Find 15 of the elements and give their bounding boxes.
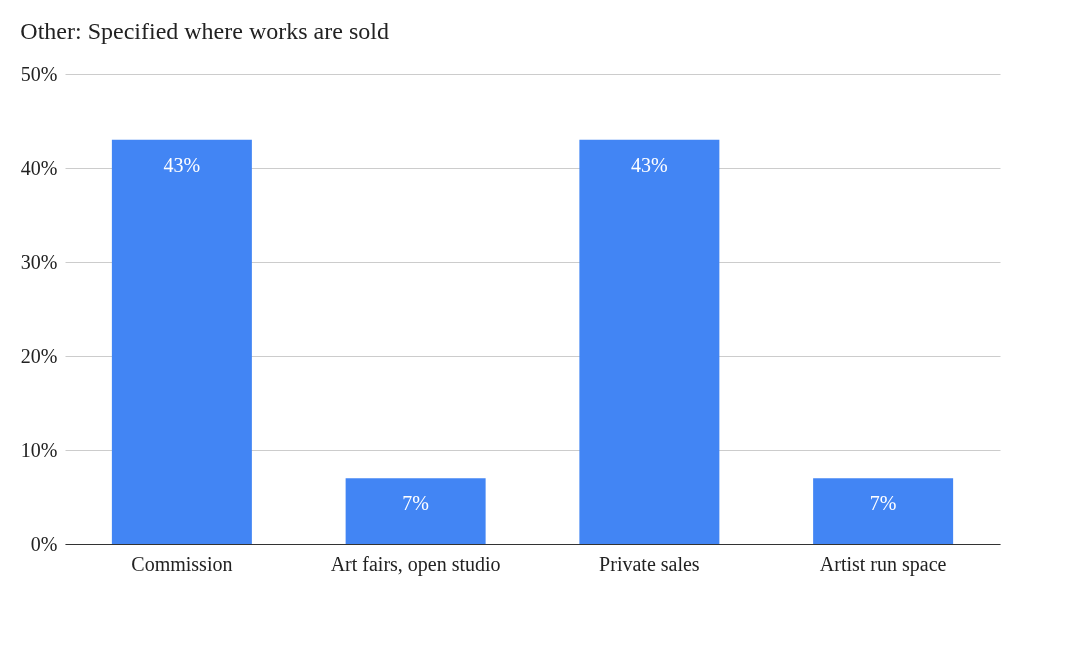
x-tick-label: Private sales bbox=[599, 552, 700, 575]
y-tick-label: 10% bbox=[20, 438, 58, 461]
data-label: 7% bbox=[402, 492, 429, 515]
x-tick-label: Commission bbox=[131, 552, 233, 575]
y-tick-label: 0% bbox=[30, 532, 58, 555]
chart-title: Other: Specified where works are sold bbox=[20, 18, 389, 44]
y-tick-label: 20% bbox=[20, 344, 58, 367]
data-label: 7% bbox=[869, 492, 897, 515]
x-tick-label: Artist run space bbox=[819, 552, 947, 576]
y-tick-label: 50% bbox=[20, 62, 58, 85]
data-label: 43% bbox=[631, 153, 668, 176]
x-tick-label: Art fairs, open studio bbox=[330, 552, 501, 576]
y-tick-label: 30% bbox=[20, 250, 58, 273]
y-tick-label: 40% bbox=[20, 156, 58, 179]
data-label: 43% bbox=[163, 153, 201, 176]
